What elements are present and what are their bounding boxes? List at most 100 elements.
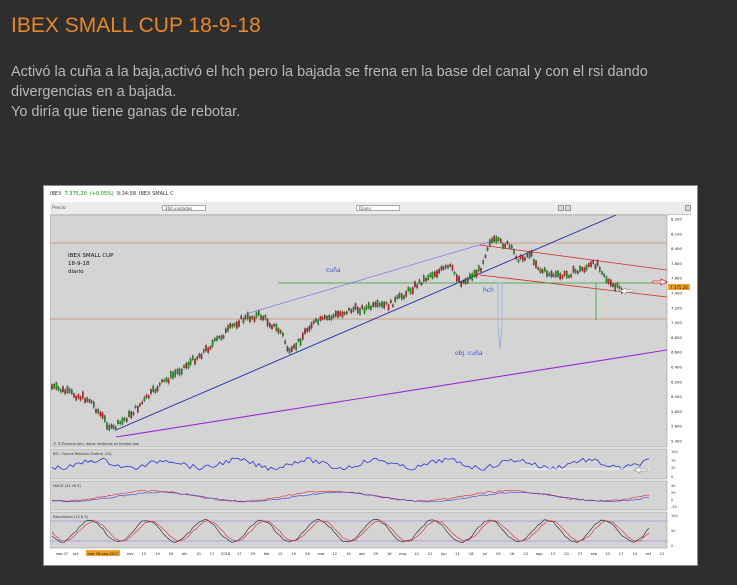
macd-label: MACD (24 26 9) [53,484,81,488]
x-axis-tick: 19 [346,552,351,556]
purple-trend-line [115,349,668,438]
price-axis-tick: 6.600 [671,350,682,355]
x-axis-tick: sep [591,552,598,556]
stochastic-d-line [51,520,650,542]
x-axis-tick: nov [127,552,134,556]
price-axis-tick: 8.000 [671,246,682,251]
cuna-label: cuña [326,267,341,274]
post-paragraph: Activó la cuña a la baja,activó el hch p… [11,64,648,100]
x-axis-tick: 15 [142,552,147,556]
red-arrow-icon [652,278,668,286]
x-axis-tick: 20 [564,552,569,556]
price-axis-tick: 5.600 [671,424,682,429]
price-axis-tick: 6.800 [671,335,682,340]
x-axis-tick: 18 [469,552,474,556]
rsi-tick: 30 [671,466,675,470]
price-chart: IBEX SMALL CUP 18-9-18 diario cuña hch o… [50,215,690,556]
macd-pane [50,480,668,511]
post-paragraph: Yo diría que tiene ganas de rebotar. [11,104,241,120]
stochastic-pane [50,511,668,549]
x-axis-tick: 17 [210,552,215,556]
x-axis-tick: sep 07 [56,552,68,556]
channel-red-upper [479,244,668,271]
zoom-icon[interactable] [558,205,564,211]
macd-signal-line [51,491,650,503]
x-axis-tick: 09 [496,552,501,556]
price-axis-tick: 8.100 [671,231,682,236]
stochastic-tick: 100 [671,514,678,518]
x-axis-tick: 2018 [221,552,231,556]
instrument-name: IBEX SMALL C [139,191,174,197]
x-axis-tick: oct [73,552,79,556]
x-axis-tick: 12 [278,552,283,556]
price-axis-tick: 6.200 [671,379,682,384]
price-pane [50,215,668,448]
quote-time: 9:34:58 [116,191,137,197]
x-axis-tick: 17 [619,552,624,556]
x-axis-tick: ago [536,552,543,556]
rsi-tick: 70 [671,459,675,463]
macd-tick: -20 [671,505,677,509]
x-axis-tick: abr [359,552,365,556]
wedge-upper-line [245,239,497,315]
x-axis-tick: 14 [414,552,419,556]
x-axis-tick: 17 [237,552,242,556]
rsi-tick: 100 [671,450,678,454]
x-axis-tick: 10 [605,552,610,556]
price-axis-tick: 8.200 [671,217,682,222]
chart-topbar: IBEX 7.375,20 (+0,05%) 9:34:58 IBEX SMAL… [50,190,691,198]
rsi-arrow-icon [633,466,648,474]
macd-tick: 0 [671,498,673,502]
x-axis-highlight-text: mar 26-sep-2017 [88,552,119,556]
wedge-objective-arrow [497,282,503,351]
x-axis-tick: 26 [305,552,310,556]
x-axis-tick: 19 [292,552,297,556]
overlay-title: IBEX SMALL CUP [68,253,114,259]
price-axis-tick: 5.400 [671,439,682,444]
white-arrow-icon [619,287,635,295]
price-axis-tick: 7.200 [671,305,682,310]
price-axis-tick: 5.800 [671,409,682,414]
change-value: (+0,05%) [89,191,114,197]
x-axis-tick: mar [317,552,325,556]
price-axis-tick: 6.400 [671,365,682,370]
x-axis-tick: 21 [428,552,433,556]
overlay-interval: diario [68,269,84,275]
x-axis-tick: 10 [196,552,201,556]
close-icon[interactable] [685,205,691,211]
rsi-label: RSI - Fuerza Relativa (Índice) (14) [53,451,112,456]
channel-red-lower [479,274,668,298]
price-candles [51,234,623,432]
x-axis-tick: may [399,552,408,556]
post-body: Activó la cuña a la baja,activó el hch p… [11,62,726,122]
x-axis-tick: 26 [169,552,174,556]
rsi-pane [50,448,668,480]
macd-tick: 20 [671,491,675,495]
x-axis-tick: 16 [510,552,515,556]
price-axis-tick: 7.800 [671,261,682,266]
x-axis-tick: jun [440,552,447,556]
price-axis-tick: 7.600 [671,276,682,281]
overlay-date: 18-9-18 [68,261,90,267]
settings-icon[interactable] [565,205,571,211]
last-price-tag [668,284,690,290]
chart-screenshot: IBEX 7.375,20 (+0,05%) 9:34:58 IBEX SMAL… [44,186,697,565]
tab-precio[interactable]: Precio [52,206,66,211]
sessions-select[interactable]: 260 unidades [162,205,206,211]
x-axis-highlight [86,550,120,556]
x-axis-tick: 13 [551,552,556,556]
stochastic-tick: 50 [671,529,675,533]
post-title: IBEX SMALL CUP 18-9-18 [11,14,261,37]
x-axis-tick: 19 [155,552,160,556]
x-axis-tick: oct [646,552,652,556]
uptrend-line [115,215,617,431]
interval-select[interactable]: Diario [356,205,400,211]
x-axis: sep 07oct142128nov151926dic101720181729f… [56,550,664,556]
objective-label: obj. cuña [455,350,483,357]
x-axis-tick: jul [482,552,487,556]
stochastic-label: Estocástico (14 6 3) [53,515,88,519]
last-price-tag-text: 7.375,20 [670,285,688,290]
x-axis-tick: dic [182,552,187,556]
x-axis-tick: 12 [332,552,337,556]
x-axis-tick: 29 [251,552,256,556]
